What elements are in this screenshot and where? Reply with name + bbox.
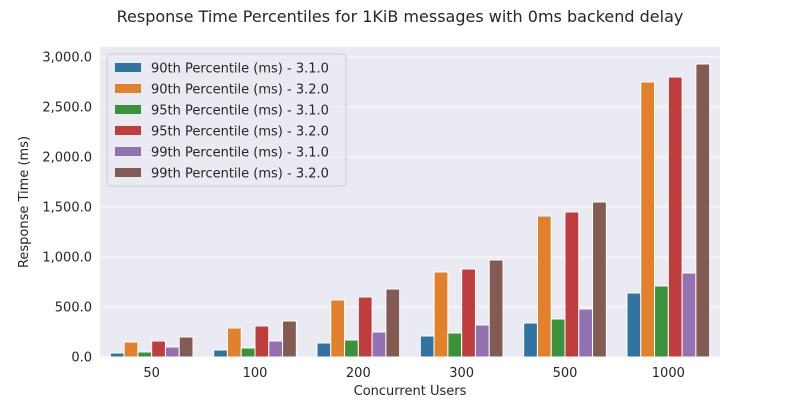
legend-label: 99th Percentile (ms) - 3.1.0 [151, 146, 329, 161]
bar [268, 340, 284, 358]
legend: 90th Percentile (ms) - 3.1.0 90th Percent… [106, 53, 347, 187]
bar [536, 215, 552, 358]
chart-title: Response Time Percentiles for 1KiB messa… [117, 7, 684, 26]
bar [109, 352, 125, 358]
bar [447, 332, 463, 358]
bar [151, 340, 166, 358]
bar [240, 347, 256, 358]
bar [254, 325, 270, 358]
y-tick-label: 500.0 [55, 301, 92, 316]
grid-lines [100, 56, 720, 358]
bar [330, 299, 346, 358]
bar [667, 76, 683, 358]
bar [564, 211, 580, 358]
x-tick-label: 100 [243, 366, 268, 381]
bar [282, 320, 297, 358]
bar [695, 63, 711, 358]
bar [488, 259, 504, 358]
y-tick-label: 2,000.0 [42, 151, 92, 166]
bar [344, 339, 359, 358]
bar [550, 318, 566, 358]
bar [419, 335, 435, 358]
bar [137, 351, 153, 358]
legend-swatch [115, 105, 141, 114]
x-tick-label: 200 [346, 366, 371, 381]
legend-label: 90th Percentile (ms) - 3.2.0 [151, 83, 329, 98]
y-axis-label: Response Time (ms) [17, 136, 32, 268]
bar [592, 201, 607, 358]
bar [654, 285, 669, 358]
y-axis-ticks: 0.0 500.0 1,000.0 1,500.0 2,000.0 2,500.0 3,00… [42, 51, 92, 366]
bar [123, 341, 139, 358]
x-axis-label: Concurrent Users [354, 384, 467, 399]
bar [213, 349, 228, 358]
bar [385, 288, 401, 358]
x-tick-label: 50 [143, 366, 160, 381]
legend-swatch [115, 168, 141, 177]
bar [357, 296, 373, 358]
bar [178, 336, 194, 358]
legend-swatch [115, 147, 141, 156]
legend-label: 90th Percentile (ms) - 3.1.0 [151, 62, 329, 77]
bars [109, 63, 711, 358]
bar [640, 81, 656, 358]
x-axis-ticks: 50 100 200 300 500 1000 [143, 366, 684, 381]
legend-label: 99th Percentile (ms) - 3.2.0 [151, 167, 329, 182]
x-tick-label: 500 [553, 366, 578, 381]
legend-swatch [115, 126, 141, 135]
bar [316, 342, 332, 358]
legend-swatch [115, 63, 141, 72]
y-tick-label: 2,500.0 [42, 101, 92, 116]
bar [164, 346, 180, 358]
y-tick-label: 1,500.0 [42, 201, 92, 216]
bar [523, 322, 538, 358]
bar [461, 268, 476, 358]
bar [371, 331, 387, 358]
legend-label: 95th Percentile (ms) - 3.2.0 [151, 125, 329, 140]
y-tick-label: 3,000.0 [42, 51, 92, 66]
y-tick-label: 1,000.0 [42, 251, 92, 266]
x-tick-label: 300 [449, 366, 474, 381]
legend-swatch [115, 84, 141, 93]
bar [226, 327, 242, 358]
legend-box [106, 53, 347, 187]
bar [681, 272, 697, 358]
bar [578, 308, 594, 358]
bar [474, 324, 490, 358]
legend-label: 95th Percentile (ms) - 3.1.0 [151, 104, 329, 119]
y-tick-label: 0.0 [71, 351, 92, 366]
bar [626, 292, 642, 358]
bar [433, 271, 449, 358]
x-tick-label: 1000 [652, 366, 685, 381]
